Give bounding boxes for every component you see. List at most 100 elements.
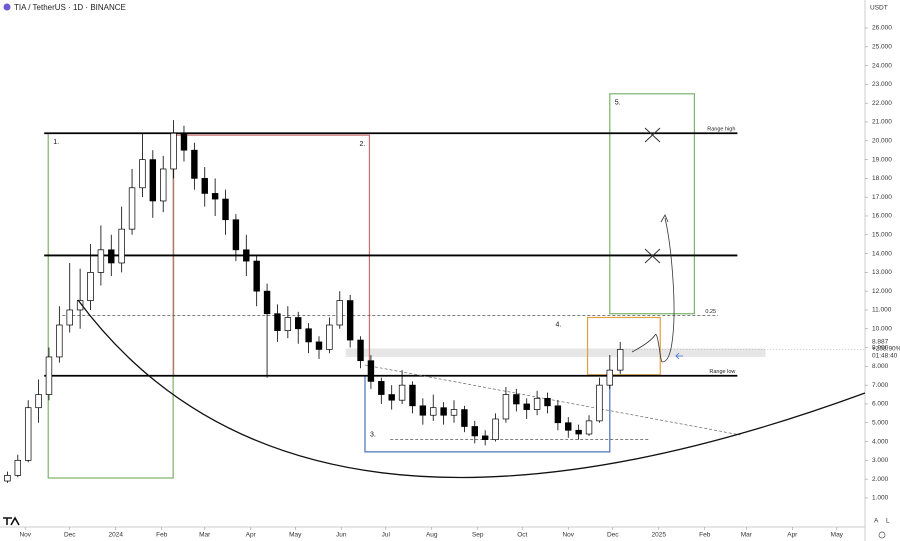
y-tick-label: 18.000 [872,175,892,182]
chart-title: TIA / TetherUS · 1D · BINANCE [14,3,126,12]
candle-body [481,435,489,441]
y-tick-label: 2.000 [872,476,889,483]
tv-logo [3,516,20,526]
x-tick-label: Aug [426,532,438,539]
last-price: 8.887 [872,338,889,345]
box-label: 3. [370,432,376,439]
x-tick-label: Dec [64,532,76,539]
candle-body [149,159,157,202]
y-tick-label: 13.000 [872,269,892,276]
candle-body [461,409,468,427]
candle-body [87,272,94,301]
price-zone [345,348,766,357]
candle-body [523,403,530,410]
main-layer: 1. 2. 3. 4. 5. Range high Range low 0.25 [4,100,865,483]
x-tick-label: Jul [382,532,391,539]
box-label: 4. [556,321,562,328]
x-tick-label: Apr [787,532,798,539]
candle-body [554,405,562,424]
candle-body [222,198,229,221]
x-mark [644,248,661,264]
candle-body [378,381,385,395]
y-tick-label: 23.000 [872,81,892,88]
candle-body [108,249,115,264]
y-tick-label: 1.000 [872,495,889,502]
x-tick-label: Sep [472,532,484,539]
y-tick-label: 12.000 [872,288,892,295]
settings-icon[interactable] [878,531,886,539]
candle-body [305,328,312,343]
candle-body [430,407,437,416]
candle-body [533,397,541,410]
y-tick-label: 24.000 [872,62,892,69]
box-label: 5. [615,100,621,107]
candle-body [544,397,551,407]
y-tick-label: 6.000 [872,401,889,408]
x-tick-label: Feb [156,532,168,539]
candle-body [295,317,302,330]
candle-body [409,384,416,407]
x-tick-label: Nov [19,532,31,539]
candle-body [315,341,323,350]
price-arrow [675,352,683,360]
candle-body [201,178,208,194]
x-tick-label: May [289,532,302,539]
y-tick-label: 26.000 [872,25,892,32]
y-tick-label: 5.000 [872,419,889,426]
candle-body [492,418,499,441]
candle-body [24,407,32,461]
last-price-change: +208.90% [872,345,900,352]
candle-body [4,475,11,482]
level-label: Range high [707,127,735,133]
candle-body [616,349,624,371]
x-tick-label: Nov [562,532,574,539]
candle-body [357,339,364,362]
candle-body [45,356,53,395]
candle-body [274,313,281,331]
scale-button[interactable]: L [886,518,890,525]
candle-body [139,159,146,189]
candle-body [263,290,271,315]
candle-body [160,168,167,202]
x-tick-label: Mar [199,532,211,539]
level-label: Range low [709,369,735,375]
symbol-icon [3,3,11,11]
scale-button[interactable]: A [874,518,879,525]
x-tick-label: Oct [517,532,527,539]
y-tick-label: 7.000 [872,382,889,389]
candle-body [450,409,458,416]
y-tick-label: 15.000 [872,231,892,238]
candle-body [97,249,105,273]
candle-body [606,369,614,386]
y-tick-label: 14.000 [872,250,892,257]
box-label: 2. [359,141,365,148]
y-tick-label: 3.000 [872,457,889,464]
box-label: 1. [53,139,59,146]
candle-body [326,324,333,350]
projection-arrow [631,217,675,363]
candle-body [118,228,125,264]
candle-body [35,394,42,409]
candle-body [211,193,219,200]
x-tick-label: Apr [246,532,257,539]
candle-body [253,260,260,292]
candle-body [284,317,292,331]
y-tick-label: 4.000 [872,438,889,445]
candle-body [180,132,188,151]
candle-body [76,300,84,311]
candle-body [336,300,343,326]
candle-body [191,149,198,179]
x-tick-label: Dec [607,532,619,539]
x-mark [644,127,661,143]
candle-body [66,309,73,326]
candle-body [565,422,572,431]
candle-body [56,324,63,358]
candle-body [346,300,354,341]
y-tick-label: 19.000 [872,156,892,163]
candle-body [419,405,427,416]
y-tick-label: 17.000 [872,194,892,201]
y-tick-label: 8.000 [872,363,889,370]
